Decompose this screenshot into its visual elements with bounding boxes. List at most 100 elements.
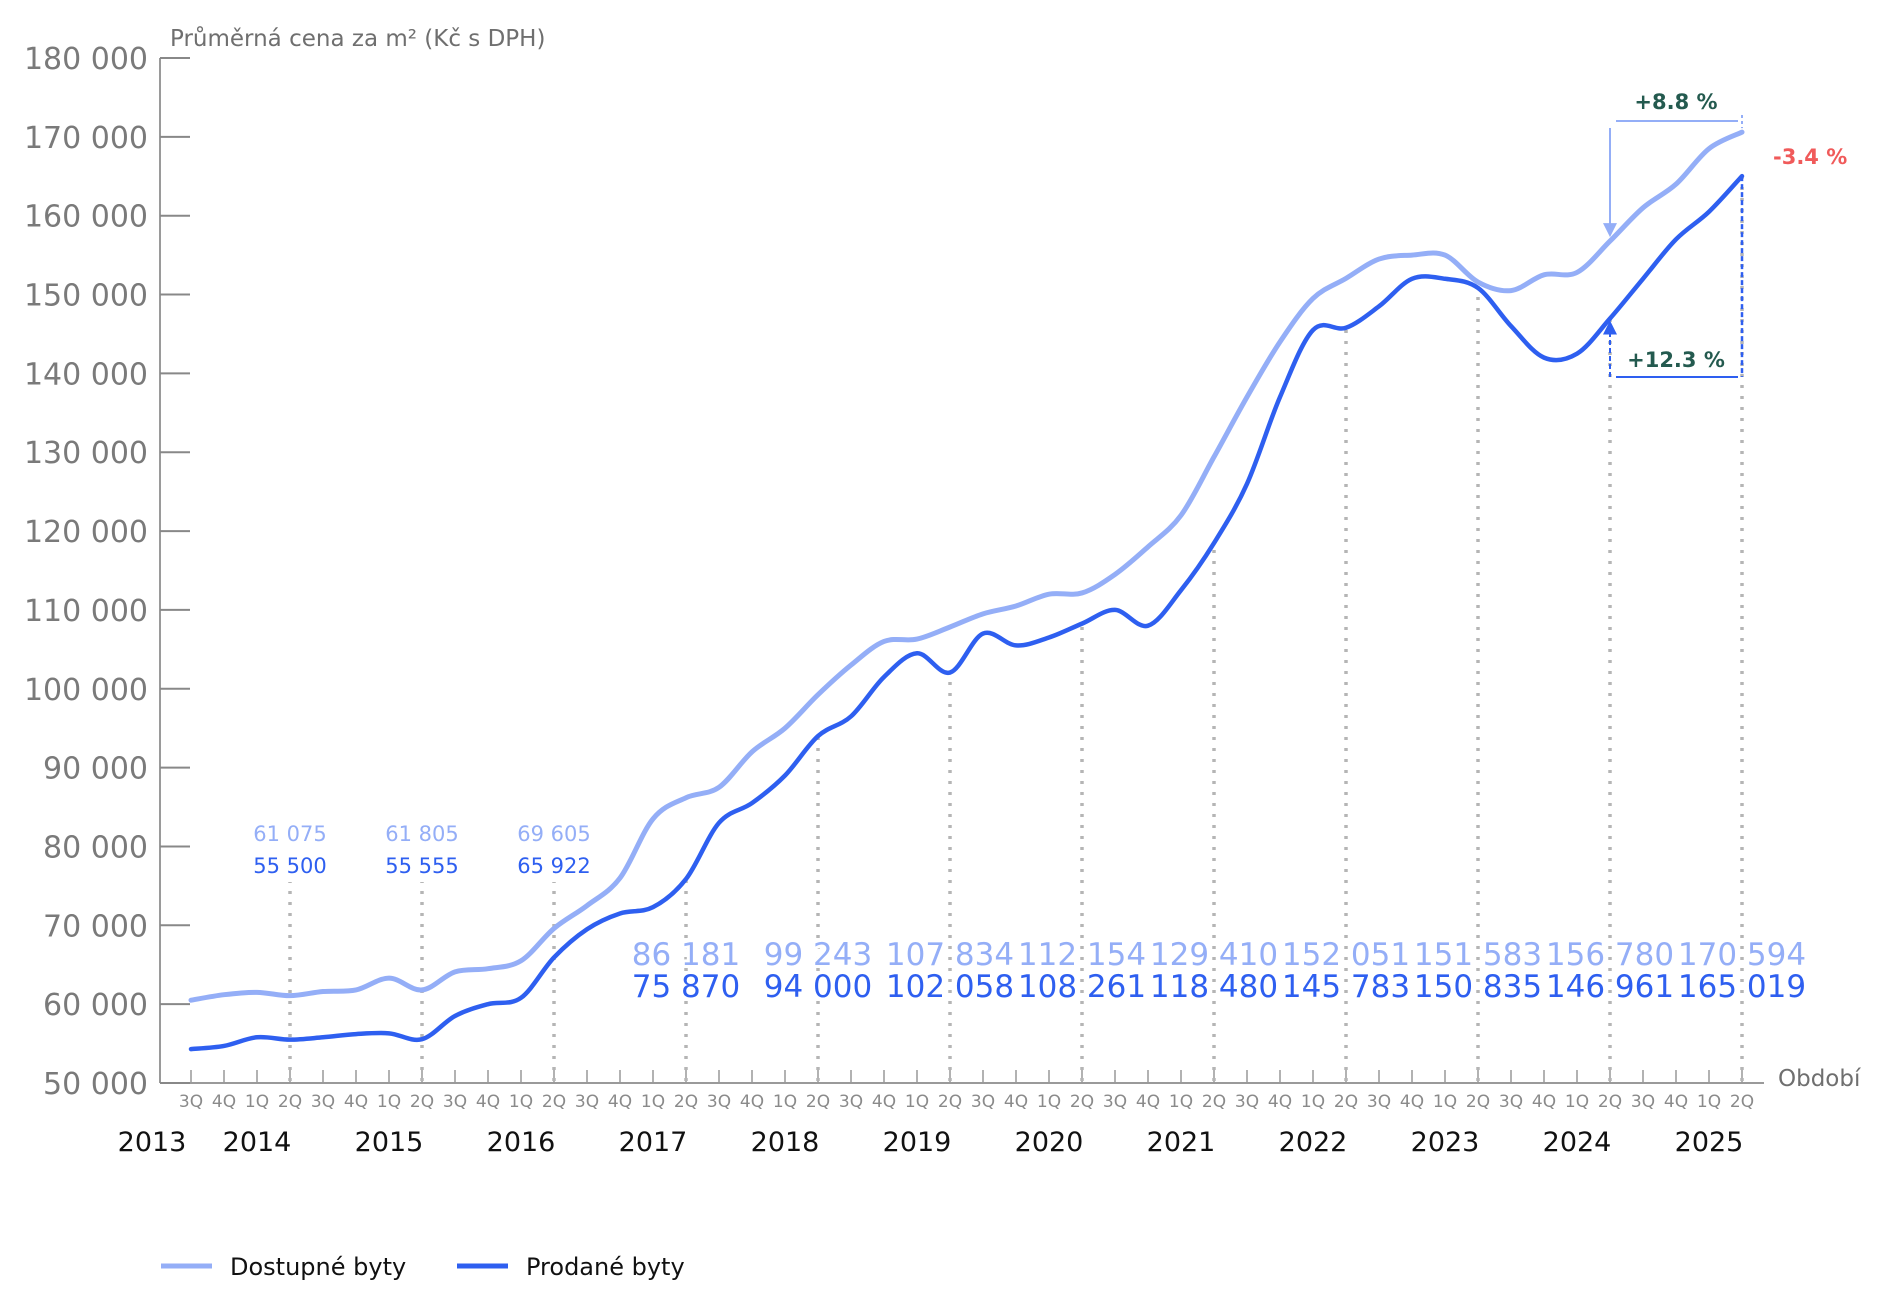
quarter-label: 4Q: [1400, 1092, 1424, 1112]
quarter-label: 2Q: [1598, 1092, 1622, 1112]
y-tick-label: 120 000: [24, 515, 148, 550]
quarter-label: 4Q: [1664, 1092, 1688, 1112]
y-tick-label: 80 000: [43, 830, 148, 865]
quarter-label: 3Q: [1499, 1092, 1523, 1112]
legend-label-sold: Prodané byty: [526, 1253, 685, 1281]
y-tick-label: 140 000: [24, 357, 148, 392]
legend-label-available: Dostupné byty: [230, 1253, 406, 1281]
quarter-label: 2Q: [278, 1092, 302, 1112]
quarter-label: 3Q: [839, 1092, 863, 1112]
data-label-available: 156 780: [1546, 937, 1674, 973]
quarter-label: 3Q: [311, 1092, 335, 1112]
data-label-sold: 145 783: [1282, 969, 1410, 1005]
quarter-label: 1Q: [1433, 1092, 1457, 1112]
arrow-up-icon: [1603, 320, 1617, 335]
year-label: 2017: [619, 1127, 688, 1158]
y-tick-label: 130 000: [24, 436, 148, 471]
y-tick-label: 60 000: [43, 988, 148, 1023]
data-label-sold: 102 058: [886, 969, 1014, 1005]
data-label-available: 61 805: [385, 822, 458, 846]
y-tick-label: 150 000: [24, 279, 148, 314]
data-label-sold: 150 835: [1414, 969, 1542, 1005]
data-label-available: 107 834: [886, 937, 1014, 973]
quarter-label: 4Q: [1268, 1092, 1292, 1112]
quarter-label: 2Q: [938, 1092, 962, 1112]
quarter-label: 4Q: [872, 1092, 896, 1112]
data-label-sold: 165 019: [1678, 969, 1806, 1005]
quarter-label: 4Q: [344, 1092, 368, 1112]
y-tick-label: 100 000: [24, 673, 148, 708]
axes: 50 000 60 000 70 000 80 000 90 000 100 000 110…: [24, 42, 1764, 1158]
data-label-sold: 118 480: [1150, 969, 1278, 1005]
quarter-label: 1Q: [1565, 1092, 1589, 1112]
quarter-label: 2Q: [1334, 1092, 1358, 1112]
quarter-label: 4Q: [476, 1092, 500, 1112]
y-tick-label: 50 000: [43, 1067, 148, 1102]
arrow-down-icon: [1603, 223, 1617, 238]
series-lines: [188, 129, 1745, 1052]
quarter-label: 3Q: [1103, 1092, 1127, 1112]
annotation-sold-change: +12.3 %: [1627, 348, 1725, 372]
quarter-label: 2Q: [1730, 1092, 1754, 1112]
quarter-label: 1Q: [773, 1092, 797, 1112]
year-label: 2016: [487, 1127, 556, 1158]
data-label-sold: 55 555: [385, 854, 458, 878]
data-label-available: 152 051: [1282, 937, 1410, 973]
quarter-label: 1Q: [1169, 1092, 1193, 1112]
data-label-sold: 108 261: [1018, 969, 1146, 1005]
data-label-sold: 55 500: [253, 854, 326, 878]
year-label: 2013: [118, 1127, 187, 1158]
year-label: 2022: [1279, 1127, 1348, 1158]
quarter-label: 3Q: [1235, 1092, 1259, 1112]
data-label-available: 69 605: [517, 822, 590, 846]
guide-lines: [288, 176, 1744, 1081]
y-tick-label: 160 000: [24, 200, 148, 235]
year-label: 2014: [223, 1127, 292, 1158]
annotation-gap: -3.4 %: [1773, 145, 1847, 169]
annotation-available-change: +8.8 %: [1634, 90, 1717, 114]
data-label-available: 112 154: [1018, 937, 1146, 973]
data-label-sold: 146 961: [1546, 969, 1674, 1005]
quarter-label: 4Q: [740, 1092, 764, 1112]
data-label-available: 170 594: [1678, 937, 1806, 973]
y-tick-label: 110 000: [24, 594, 148, 629]
data-label-available: 151 583: [1414, 937, 1542, 973]
data-label-sold: 75 870: [632, 969, 740, 1005]
data-label-available: 99 243: [764, 937, 872, 973]
data-label-sold: 65 922: [517, 854, 590, 878]
y-tick-label: 170 000: [24, 121, 148, 156]
quarter-label: 1Q: [1697, 1092, 1721, 1112]
y-tick-label: 90 000: [43, 752, 148, 787]
data-label-available: 61 075: [253, 822, 326, 846]
series-line-sold: [188, 173, 1745, 1052]
data-label-available: 86 181: [632, 937, 740, 973]
legend: Dostupné byty Prodané byty: [161, 1253, 685, 1281]
quarter-label: 1Q: [1037, 1092, 1061, 1112]
quarter-label: 4Q: [212, 1092, 236, 1112]
quarter-label: 3Q: [179, 1092, 203, 1112]
quarter-label: 2Q: [542, 1092, 566, 1112]
data-labels: 61 075 55 500 61 805 55 555 69 605 65 922 86 1…: [250, 819, 1809, 1008]
quarter-label: 3Q: [1367, 1092, 1391, 1112]
quarter-label: 3Q: [707, 1092, 731, 1112]
data-label-available: 129 410: [1150, 937, 1278, 973]
quarter-label: 1Q: [245, 1092, 269, 1112]
quarter-label: 4Q: [1532, 1092, 1556, 1112]
year-label: 2023: [1411, 1127, 1480, 1158]
quarter-label: 4Q: [1136, 1092, 1160, 1112]
year-label: 2018: [751, 1127, 820, 1158]
y-tick-label: 180 000: [24, 42, 148, 77]
quarter-label: 3Q: [971, 1092, 995, 1112]
year-label: 2019: [883, 1127, 952, 1158]
quarter-label: 4Q: [608, 1092, 632, 1112]
quarter-label: 3Q: [443, 1092, 467, 1112]
quarter-label: 2Q: [1466, 1092, 1490, 1112]
year-label: 2025: [1675, 1127, 1744, 1158]
year-label: 2020: [1015, 1127, 1084, 1158]
quarter-label: 1Q: [641, 1092, 665, 1112]
data-label-sold: 94 000: [764, 969, 872, 1005]
year-label: 2021: [1147, 1127, 1216, 1158]
quarter-label: 1Q: [1301, 1092, 1325, 1112]
quarter-label: 1Q: [377, 1092, 401, 1112]
